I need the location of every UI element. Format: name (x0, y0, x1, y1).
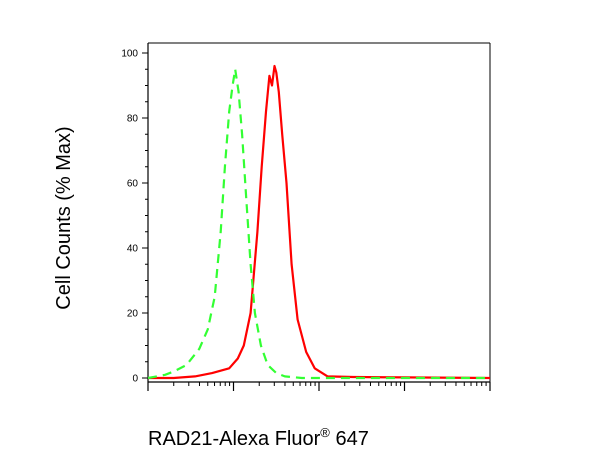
series-lines (147, 64, 491, 380)
x-axis-title-suffix: 647 (330, 428, 369, 450)
x-axis-ticks (147, 382, 491, 391)
y-tick-label: 20 (127, 309, 139, 320)
y-tick-label: 60 (127, 179, 139, 190)
y-tick-label: 0 (132, 374, 138, 385)
y-axis-title: Cell Counts (% Max) (53, 126, 75, 309)
x-axis-title: RAD21-Alexa Fluor® 647 (148, 425, 369, 450)
y-tick-label: 80 (127, 114, 139, 125)
series-line-2 (147, 68, 490, 380)
y-axis-ticks: 0 20 40 60 80 100 (121, 49, 148, 385)
series-line-1 (148, 64, 491, 380)
y-tick-label: 100 (121, 49, 138, 60)
x-axis-title-superscript: ® (320, 425, 330, 440)
axes (147, 42, 491, 383)
x-axis-title-main: RAD21-Alexa Fluor (148, 428, 321, 450)
y-tick-label: 40 (127, 244, 139, 255)
